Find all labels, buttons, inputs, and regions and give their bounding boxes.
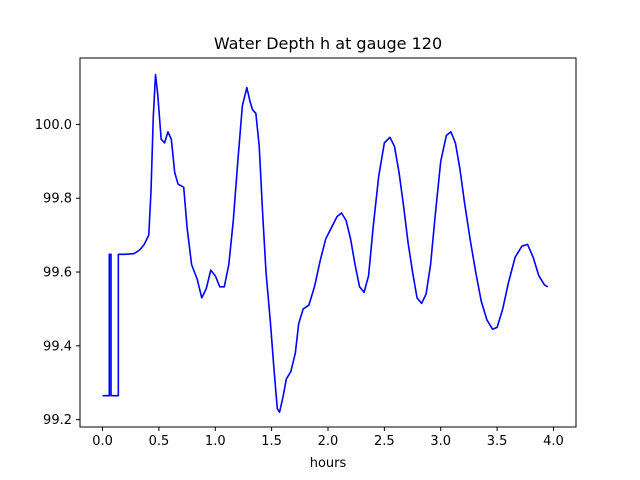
x-tick-label: 4.0 — [543, 434, 564, 449]
series-line-0 — [102, 73, 549, 414]
x-tick-label: 3.5 — [487, 434, 508, 449]
y-tick-label: 99.2 — [43, 413, 72, 428]
x-tick-label: 2.5 — [374, 434, 395, 449]
plot-area — [102, 73, 549, 414]
x-tick-label: 3.0 — [430, 434, 451, 449]
x-axis: 0.0 0.5 1.0 1.5 2.0 2.5 3.0 3.5 4.0 — [92, 427, 564, 449]
x-tick-label: 0.5 — [149, 434, 170, 449]
y-tick-label: 100.0 — [35, 118, 72, 133]
x-axis-label: hours — [310, 456, 347, 471]
y-tick-label: 99.4 — [43, 339, 72, 354]
x-tick-label: 2.0 — [318, 434, 339, 449]
chart-title: Water Depth h at gauge 120 — [214, 34, 442, 53]
x-tick-label: 1.5 — [261, 434, 282, 449]
y-tick-label: 99.6 — [43, 266, 72, 281]
y-tick-label: 99.8 — [43, 192, 72, 207]
x-tick-label: 1.0 — [205, 434, 226, 449]
x-tick-label: 0.0 — [92, 434, 113, 449]
y-axis: 99.2 99.4 99.6 99.8 100.0 — [35, 118, 80, 428]
